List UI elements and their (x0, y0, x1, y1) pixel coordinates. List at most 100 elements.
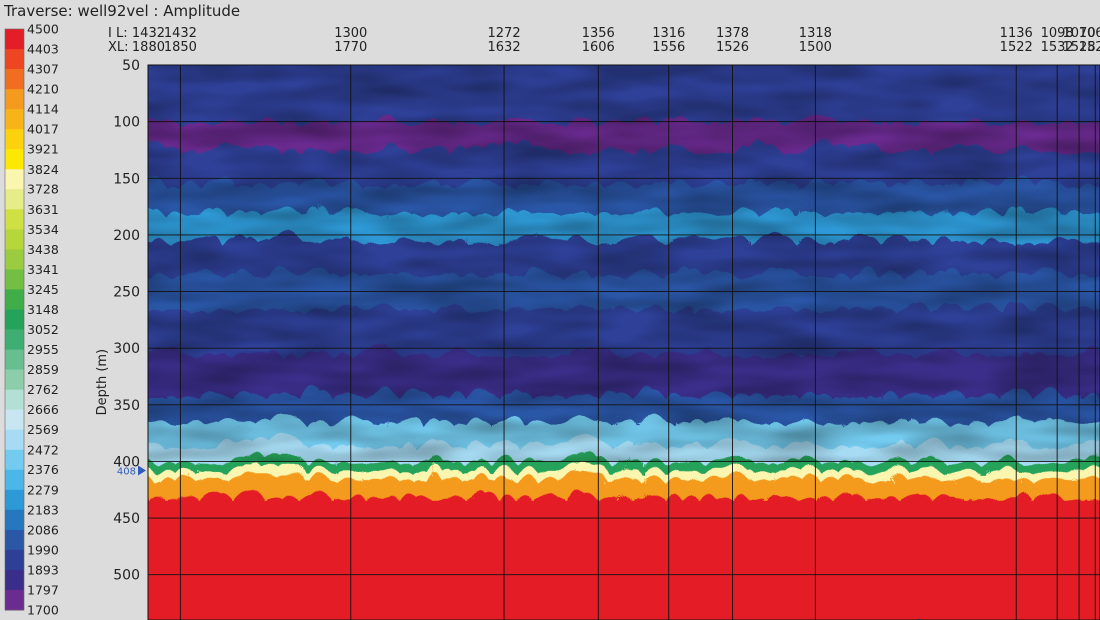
inline-label: 1432 (132, 26, 165, 41)
y-axis-label: Depth (m) (95, 349, 110, 416)
depth-tick-label: 350 (113, 398, 140, 414)
crossline-label: 1632 (488, 40, 521, 55)
colorbar-swatch (5, 69, 24, 90)
depth-tick-label: 400 (113, 454, 140, 470)
colorbar-tick-label: 4500 (27, 22, 59, 37)
colorbar-frame (4, 28, 25, 611)
crossline-label: 1526 (716, 40, 749, 55)
colorbar-swatch (5, 349, 24, 371)
velocity-texture (148, 65, 1100, 462)
chart-title: Traverse: well92vel : Amplitude (4, 2, 241, 20)
colorbar-tick-label: 3631 (27, 202, 59, 217)
depth-tick-label: 50 (122, 58, 140, 74)
velocity-band (148, 464, 1100, 474)
horizon-marker-icon (138, 465, 146, 476)
crossline-label: 1528 (1079, 40, 1100, 55)
crossline-label: 1556 (652, 40, 685, 55)
colorbar-tick-label: 3052 (27, 322, 59, 337)
colorbar-swatch (5, 369, 24, 391)
colorbar-tick-label: 4210 (27, 82, 59, 97)
colorbar-tick-label: 3824 (27, 162, 59, 177)
colorbar-tick-label: 3921 (27, 142, 59, 157)
colorbar-tick-label: 1990 (27, 542, 59, 557)
colorbar-tick-label: 4403 (27, 42, 59, 57)
inline-label: 1066 (1079, 26, 1100, 41)
colorbar-tick-label: 3148 (27, 302, 59, 317)
velocity-band (148, 489, 1100, 620)
crossline-label: 1522 (1000, 40, 1033, 55)
colorbar-tick-label: 2955 (27, 342, 59, 357)
colorbar-swatch (5, 489, 24, 511)
colorbar-tick-label: 2183 (27, 502, 59, 517)
inline-label: 1272 (488, 26, 521, 41)
depth-tick-label: 100 (113, 115, 140, 131)
colorbar-swatch (5, 49, 24, 70)
colorbar-swatch (5, 129, 24, 150)
depth-tick-label: 500 (113, 568, 140, 584)
colorbar-swatch (5, 29, 24, 50)
plot-area (148, 65, 1100, 620)
colorbar-swatch (5, 109, 24, 130)
colorbar-tick-label: 2086 (27, 522, 59, 537)
colorbar-swatch (5, 149, 24, 170)
colorbar-swatch (5, 229, 24, 250)
colorbar-swatch (5, 269, 24, 290)
depth-tick-label: 450 (113, 511, 140, 527)
colorbar-tick-label: 3438 (27, 242, 59, 257)
colorbar-swatch (5, 389, 24, 411)
plot-frame (147, 64, 1100, 620)
depth-tick-label: 300 (113, 341, 140, 357)
colorbar-tick-label: 2376 (27, 462, 59, 477)
crossline-label: 1606 (582, 40, 615, 55)
depth-tick-label: 200 (113, 228, 140, 244)
colorbar-tick-label: 1700 (27, 603, 59, 618)
crossline-label: 1770 (334, 40, 367, 55)
colorbar-swatch (5, 89, 24, 110)
inline-label: 1356 (582, 26, 615, 41)
inline-row-label: I L: (108, 26, 128, 41)
colorbar-swatch (5, 329, 24, 351)
colorbar-tick-label: 2569 (27, 422, 59, 437)
crossline-label: 1880 (132, 40, 165, 55)
colorbar-tick-label: 2279 (27, 482, 59, 497)
crossline-row-label: XL: (108, 40, 129, 55)
inline-label: 1318 (799, 26, 832, 41)
crossline-label: 1528 (1063, 40, 1096, 55)
colorbar-tick-label: 4017 (27, 122, 59, 137)
colorbar-tick-label: 3728 (27, 182, 59, 197)
colorbar-swatch (5, 529, 24, 551)
colorbar-swatch (5, 469, 24, 491)
crossline-label: 1850 (164, 40, 197, 55)
crossline-label: 1500 (799, 40, 832, 55)
colorbar-tick-label: 2472 (27, 442, 59, 457)
colorbar-swatch (5, 289, 24, 311)
colorbar-swatch (5, 189, 24, 210)
colorbar-tick-label: 4307 (27, 62, 59, 77)
colorbar-swatch (5, 509, 24, 531)
colorbar-tick-label: 2762 (27, 382, 59, 397)
inline-label: 1316 (652, 26, 685, 41)
colorbar-swatch (5, 309, 24, 330)
colorbar-swatch (5, 449, 24, 471)
horizon-label: 408 (117, 466, 136, 477)
colorbar-tick-label: 3341 (27, 262, 59, 277)
depth-tick-label: 250 (113, 285, 140, 301)
colorbar-swatch (5, 169, 24, 190)
colorbar-tick-label: 1893 (27, 562, 59, 577)
inline-label: 1136 (1000, 26, 1033, 41)
colorbar-tick-label: 3245 (27, 282, 59, 297)
inline-label: 1432 (164, 26, 197, 41)
color-scale-legend: 4500 4403 4307 4210 4114 4017 3921 3824 3728 3631… (4, 22, 59, 618)
colorbar-swatch (5, 569, 24, 591)
velocity-band (148, 472, 1100, 491)
colorbar-swatch (5, 589, 24, 611)
colorbar-swatch (5, 429, 24, 451)
inline-label: 1070 (1063, 26, 1096, 41)
colorbar-swatch (5, 249, 24, 270)
colorbar-swatch (5, 209, 24, 230)
inline-label: 1098 (1041, 26, 1074, 41)
colorbar-tick-label: 3534 (27, 222, 59, 237)
inline-label: 1378 (716, 26, 749, 41)
colorbar-swatch (5, 549, 24, 571)
crossline-label: 1532 (1041, 40, 1074, 55)
